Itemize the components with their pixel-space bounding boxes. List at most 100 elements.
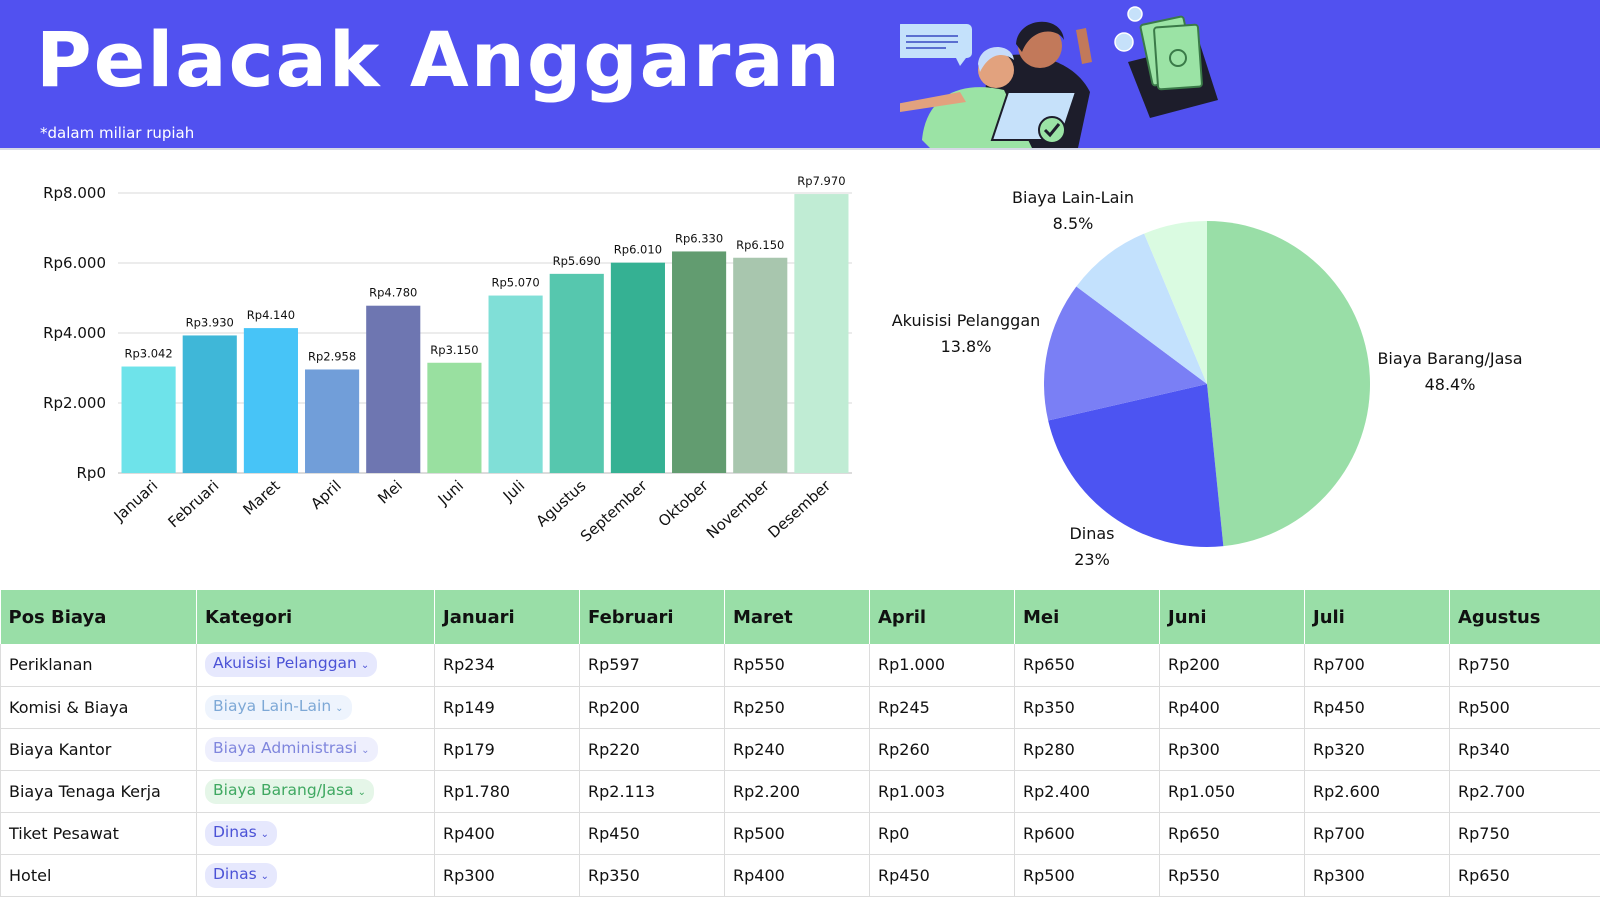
cell-value: Rp200 [579, 686, 725, 729]
x-tick-label: Juli [499, 477, 528, 506]
category-dropdown-chip[interactable]: Biaya Barang/Jasa ⌄ [205, 778, 374, 804]
y-tick-label: Rp8.000 [43, 184, 106, 202]
y-tick-label: Rp2.000 [43, 394, 106, 412]
cell-value: Rp0 [869, 812, 1015, 855]
cell-value: Rp200 [1159, 644, 1305, 687]
category-chip-label: Dinas [213, 822, 257, 841]
category-dropdown-chip[interactable]: Dinas ⌄ [205, 862, 278, 888]
column-header[interactable]: Januari [434, 590, 580, 644]
bar-value-label: Rp2.958 [308, 349, 356, 363]
cell-value: Rp320 [1304, 728, 1450, 771]
cell-value: Rp400 [434, 812, 580, 855]
pie-slice-label: Biaya Lain-Lain [1012, 188, 1134, 207]
column-header[interactable]: Februari [579, 590, 725, 644]
bar-oktober [672, 251, 727, 473]
category-dropdown-chip[interactable]: Dinas ⌄ [205, 820, 278, 846]
table-row: Komisi & Biaya Biaya Lain-Lain ⌄ Rp149 Rp200… [0, 686, 1600, 729]
bar-juli [488, 295, 543, 473]
header-banner: Pelacak Anggaran *dalam miliar rupiah [0, 0, 1600, 150]
cell-value: Rp400 [724, 854, 870, 897]
column-header[interactable]: Juli [1304, 590, 1450, 644]
bar-juni [427, 362, 482, 473]
cell-pos-biaya: Periklanan [0, 644, 197, 687]
cell-value: Rp300 [434, 854, 580, 897]
cell-value: Rp550 [1159, 854, 1305, 897]
bar-februari [182, 335, 237, 473]
table-row: Tiket Pesawat Dinas ⌄ Rp400 Rp450 Rp500 Rp0 Rp6… [0, 812, 1600, 855]
bar-value-label: Rp3.150 [430, 343, 478, 357]
cell-value: Rp340 [1449, 728, 1600, 771]
column-header[interactable]: Juni [1159, 590, 1305, 644]
bar-november [733, 257, 788, 473]
x-tick-label: April [307, 477, 345, 513]
cell-pos-biaya: Biaya Kantor [0, 728, 197, 771]
cell-kategori: Akuisisi Pelanggan ⌄ [196, 644, 435, 687]
x-tick-label: Maret [240, 477, 284, 519]
column-header[interactable]: Maret [724, 590, 870, 644]
column-header[interactable]: Agustus [1449, 590, 1600, 644]
pie-slice [1048, 384, 1224, 547]
column-header[interactable]: April [869, 590, 1015, 644]
category-dropdown-chip[interactable]: Biaya Lain-Lain ⌄ [205, 694, 352, 720]
cell-value: Rp2.600 [1304, 770, 1450, 813]
pie-slice [1044, 286, 1207, 421]
wallet-money-icon [1114, 6, 1218, 118]
y-tick-label: Rp4.000 [43, 324, 106, 342]
cell-value: Rp350 [579, 854, 725, 897]
cell-value: Rp700 [1304, 644, 1450, 687]
cell-value: Rp650 [1014, 644, 1160, 687]
cell-pos-biaya: Komisi & Biaya [0, 686, 197, 729]
table-row: Biaya Kantor Biaya Administrasi ⌄ Rp179 Rp22… [0, 728, 1600, 771]
cell-value: Rp250 [724, 686, 870, 729]
cell-value: Rp280 [1014, 728, 1160, 771]
illustration-people-money [900, 6, 1218, 148]
pie-slice-percent: 8.5% [1053, 214, 1094, 233]
cell-kategori: Biaya Barang/Jasa ⌄ [196, 770, 435, 813]
bar-desember [794, 194, 849, 474]
cell-value: Rp350 [1014, 686, 1160, 729]
bar-april [305, 369, 360, 473]
cell-value: Rp2.400 [1014, 770, 1160, 813]
cell-value: Rp450 [1304, 686, 1450, 729]
budget-table-container: Pos Biaya Kategori Januari Februari Maret Apr… [0, 590, 1600, 900]
cell-value: Rp2.200 [724, 770, 870, 813]
cell-kategori: Dinas ⌄ [196, 854, 435, 897]
cell-value: Rp550 [724, 644, 870, 687]
chevron-down-icon: ⌄ [357, 786, 366, 798]
category-chip-label: Akuisisi Pelanggan [213, 654, 357, 673]
x-tick-label: September [577, 476, 651, 545]
category-dropdown-chip[interactable]: Biaya Administrasi ⌄ [205, 736, 378, 762]
cell-value: Rp1.000 [869, 644, 1015, 687]
column-header[interactable]: Kategori [196, 590, 435, 644]
y-tick-label: Rp6.000 [43, 254, 106, 272]
bar-maret [243, 328, 298, 473]
x-tick-label: Juni [434, 477, 467, 510]
category-pie-chart: Biaya Barang/Jasa 48.4% Dinas 23% Akuisisi P… [892, 188, 1523, 569]
cell-value: Rp300 [1159, 728, 1305, 771]
pie-slice-label: Dinas [1069, 524, 1114, 543]
cell-value: Rp1.780 [434, 770, 580, 813]
cell-value: Rp450 [869, 854, 1015, 897]
bar-value-label: Rp6.330 [675, 231, 723, 245]
cell-value: Rp245 [869, 686, 1015, 729]
column-header[interactable]: Pos Biaya [0, 590, 197, 644]
category-dropdown-chip[interactable]: Akuisisi Pelanggan ⌄ [205, 652, 378, 678]
cell-value: Rp2.700 [1449, 770, 1600, 813]
cell-value: Rp500 [1449, 686, 1600, 729]
cell-value: Rp1.050 [1159, 770, 1305, 813]
bar-september [610, 262, 665, 473]
cell-value: Rp750 [1449, 644, 1600, 687]
pie-slice-percent: 13.8% [941, 337, 992, 356]
category-chip-label: Biaya Barang/Jasa [213, 780, 354, 799]
bar-agustus [549, 273, 604, 473]
x-tick-label: Desember [765, 476, 835, 542]
chevron-down-icon: ⌄ [361, 744, 370, 756]
page-subtitle: *dalam miliar rupiah [40, 124, 195, 142]
column-header[interactable]: Mei [1014, 590, 1160, 644]
chevron-down-icon: ⌄ [360, 660, 370, 672]
monthly-bar-chart: Rp0 Rp2.000 Rp4.000 Rp6.000 Rp8.000 Rp3.042 Ja… [43, 174, 852, 545]
bar-value-label: Rp4.780 [369, 286, 417, 300]
page-title: Pelacak Anggaran [36, 15, 842, 104]
checkmark-icon [1038, 116, 1066, 144]
table-row: Periklanan Akuisisi Pelanggan ⌄ Rp234 Rp597 R… [0, 644, 1600, 687]
